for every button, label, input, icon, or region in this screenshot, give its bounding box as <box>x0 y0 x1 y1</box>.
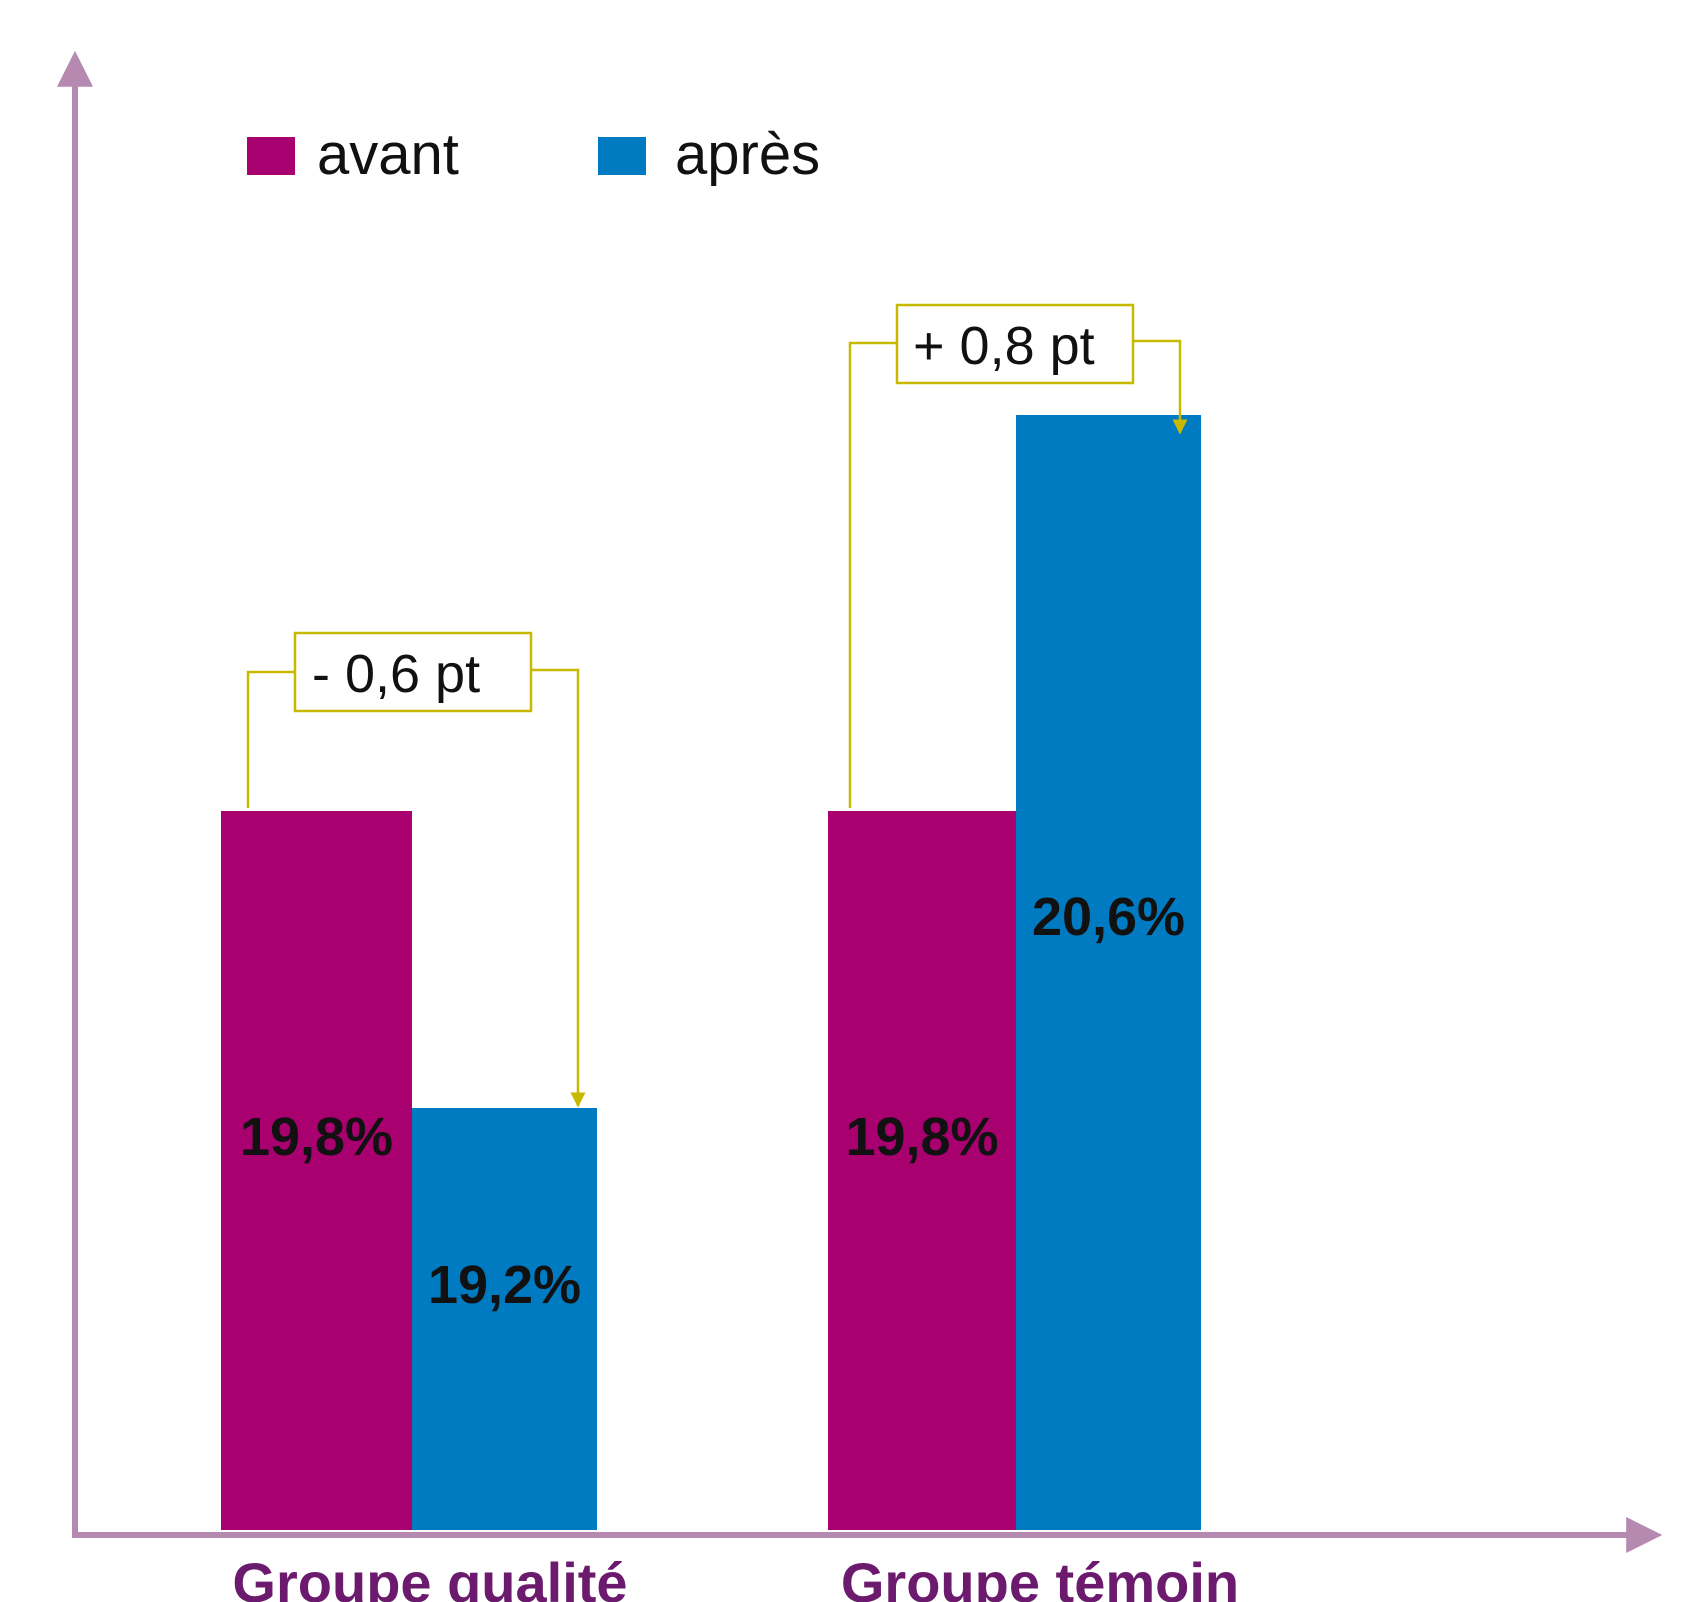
value-label-temoin-avant: 19,8% <box>845 1107 998 1167</box>
bar-temoin-apres <box>1016 415 1201 1530</box>
delta-box-temoin <box>895 303 1135 385</box>
delta-text-temoin: + 0,8 pt <box>913 316 1095 376</box>
bar-temoin-avant <box>828 811 1016 1530</box>
category-label-qualite: Groupe qualité <box>232 1551 627 1602</box>
delta-box-qualite <box>293 631 533 713</box>
legend: avant après <box>247 122 820 187</box>
bar-qualite-avant <box>221 811 412 1530</box>
delta-text-qualite: - 0,6 pt <box>312 644 480 704</box>
delta-annotation-qualite: - 0,6 pt <box>246 631 586 1108</box>
delta-arrow-qualite <box>531 668 586 1108</box>
bars-group: 19,8% 19,2% 19,8% 20,6% <box>221 415 1201 1530</box>
delta-annotation-temoin: + 0,8 pt <box>848 303 1188 808</box>
legend-swatch-avant <box>247 137 295 175</box>
legend-swatch-apres <box>598 137 646 175</box>
legend-label-apres: après <box>675 122 820 187</box>
value-label-qualite-apres: 19,2% <box>428 1255 581 1315</box>
delta-connector-temoin <box>848 341 897 808</box>
delta-arrow-temoin <box>1133 339 1188 435</box>
bar-qualite-apres <box>412 1108 597 1530</box>
delta-connector-qualite <box>246 670 295 808</box>
legend-label-avant: avant <box>317 122 459 187</box>
value-label-temoin-apres: 20,6% <box>1032 887 1185 947</box>
category-label-temoin: Groupe témoin <box>841 1551 1239 1602</box>
value-label-qualite-avant: 19,8% <box>240 1107 393 1167</box>
